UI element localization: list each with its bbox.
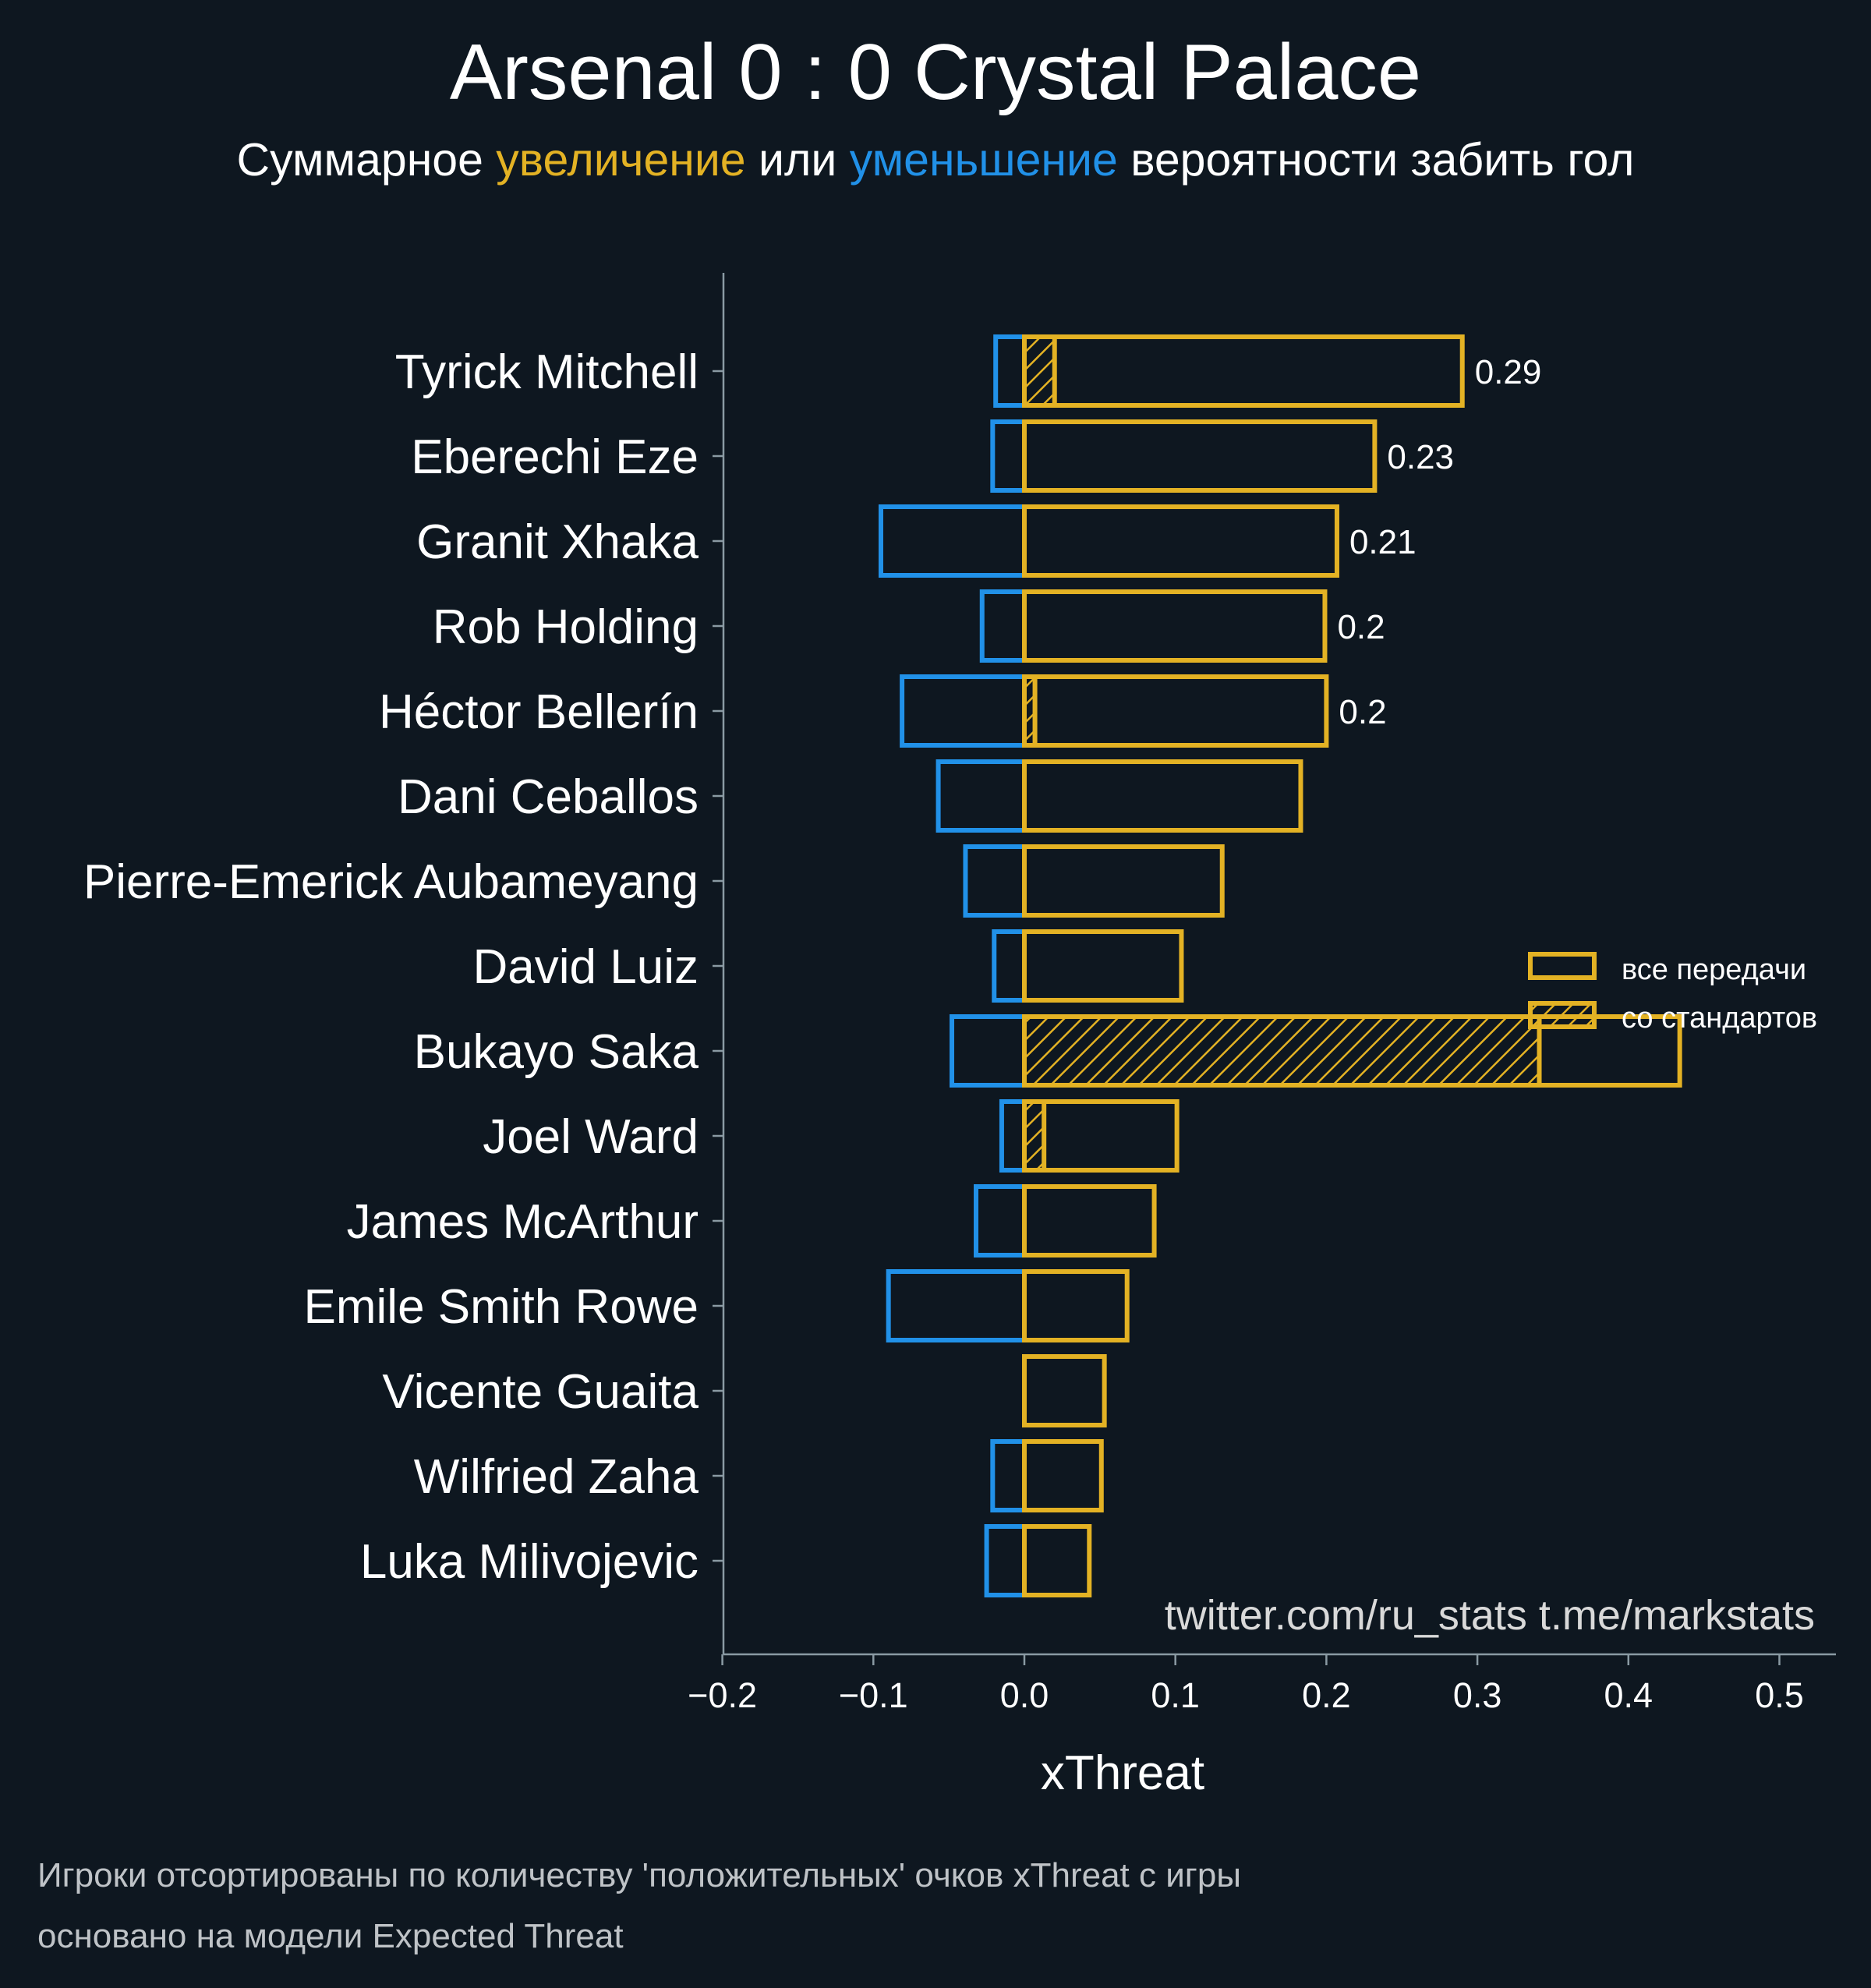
subtitle-prefix: Суммарное xyxy=(237,134,497,186)
player-label: Eberechi Eze xyxy=(411,430,699,484)
x-tick-label: 0.5 xyxy=(1755,1675,1804,1715)
subtitle-decrease: уменьшение xyxy=(850,134,1118,186)
x-tick-label: −0.2 xyxy=(688,1675,757,1715)
negative-bar xyxy=(900,674,1027,748)
subtitle-suffix: вероятности забить гол xyxy=(1118,134,1635,186)
positive-bar xyxy=(1022,1014,1682,1088)
negative-bar xyxy=(990,419,1027,493)
x-tick-label: −0.1 xyxy=(839,1675,908,1715)
chart-title: Arsenal 0 : 0 Crystal Palace xyxy=(450,29,1421,116)
legend-swatch-all xyxy=(1528,952,1597,980)
negative-bar xyxy=(993,334,1027,408)
player-label: Luka Milivojevic xyxy=(360,1535,699,1589)
set-piece-bar xyxy=(1022,1014,1542,1088)
positive-bar xyxy=(1022,334,1465,408)
negative-bar xyxy=(886,1269,1027,1342)
negative-bar xyxy=(990,1439,1027,1512)
legend-label-set-pieces: со стандартов xyxy=(1622,1002,1817,1035)
legend-swatch-set-pieces xyxy=(1528,1001,1597,1029)
positive-bar xyxy=(1022,1439,1104,1512)
positive-bar xyxy=(1022,1099,1180,1173)
player-label: Vicente Guaita xyxy=(382,1365,699,1419)
negative-bar xyxy=(963,844,1027,918)
chart-subtitle: Суммарное увеличение или уменьшение веро… xyxy=(237,134,1635,186)
footnote-1: Игроки отсортированы по количеству 'поло… xyxy=(37,1856,1241,1894)
positive-bar xyxy=(1022,759,1303,833)
positive-bar xyxy=(1022,674,1329,748)
footnote-2: основано на модели Expected Threat xyxy=(37,1917,624,1955)
positive-bar xyxy=(1022,1269,1130,1342)
player-label: Héctor Bellerín xyxy=(379,685,699,739)
legend: все передачи со стандартов xyxy=(1528,952,1817,1035)
chart-axes: −0.2 −0.1 0.0 0.1 0.2 0.3 0.4 0.5 xyxy=(688,273,1836,1715)
player-label: Dani Ceballos xyxy=(398,770,699,824)
value-labels: 0.29 0.23 0.21 0.2 0.2 xyxy=(1337,353,1541,731)
value-label: 0.2 xyxy=(1339,693,1386,731)
negative-bar xyxy=(992,929,1027,1003)
player-label: James McArthur xyxy=(347,1195,699,1249)
negative-bar xyxy=(999,1099,1027,1173)
x-tick-label: 0.0 xyxy=(1000,1675,1049,1715)
x-tick-label: 0.2 xyxy=(1302,1675,1351,1715)
player-label: Joel Ward xyxy=(483,1110,699,1164)
value-label: 0.23 xyxy=(1387,438,1454,476)
set-piece-bar xyxy=(1022,334,1057,408)
value-label: 0.2 xyxy=(1337,608,1385,646)
value-label: 0.29 xyxy=(1475,353,1542,391)
negative-bar xyxy=(878,504,1027,578)
positive-bar xyxy=(1022,504,1339,578)
player-label: Tyrick Mitchell xyxy=(395,345,699,399)
player-label: Bukayo Saka xyxy=(414,1025,699,1079)
player-label: Granit Xhaka xyxy=(416,515,699,569)
positive-bar xyxy=(1022,1354,1107,1427)
player-label: Pierre-Emerick Aubameyang xyxy=(83,855,699,909)
negative-bar xyxy=(984,1524,1027,1597)
negative-bar xyxy=(936,759,1027,833)
negative-bar xyxy=(979,589,1027,663)
credits: twitter.com/ru_stats t.me/markstats xyxy=(1165,1592,1815,1639)
positive-bar xyxy=(1022,1524,1092,1597)
x-tick-label: 0.3 xyxy=(1453,1675,1502,1715)
value-label: 0.21 xyxy=(1349,523,1417,561)
positive-bar xyxy=(1022,419,1378,493)
x-tick-label: 0.1 xyxy=(1151,1675,1200,1715)
player-label: Emile Smith Rowe xyxy=(304,1280,699,1334)
positive-bar xyxy=(1022,589,1328,663)
subtitle-middle: или xyxy=(746,134,850,186)
x-axis-label: xThreat xyxy=(1041,1746,1204,1800)
subtitle-increase: увеличение xyxy=(496,134,745,186)
negative-bar xyxy=(974,1184,1027,1258)
positive-bar xyxy=(1022,1184,1157,1258)
set-piece-bar xyxy=(1022,1099,1047,1173)
player-label: David Luiz xyxy=(473,940,699,994)
player-label: Wilfried Zaha xyxy=(414,1450,699,1504)
player-label: Rob Holding xyxy=(433,600,699,654)
positive-bar xyxy=(1022,844,1225,918)
negative-bar xyxy=(950,1014,1027,1088)
positive-bar xyxy=(1022,929,1184,1003)
chart-bars xyxy=(878,334,1682,1597)
legend-label-all: все передачи xyxy=(1622,953,1806,986)
player-labels: Tyrick Mitchell Eberechi Eze Granit Xhaka R… xyxy=(83,345,699,1589)
x-tick-label: 0.4 xyxy=(1604,1675,1653,1715)
